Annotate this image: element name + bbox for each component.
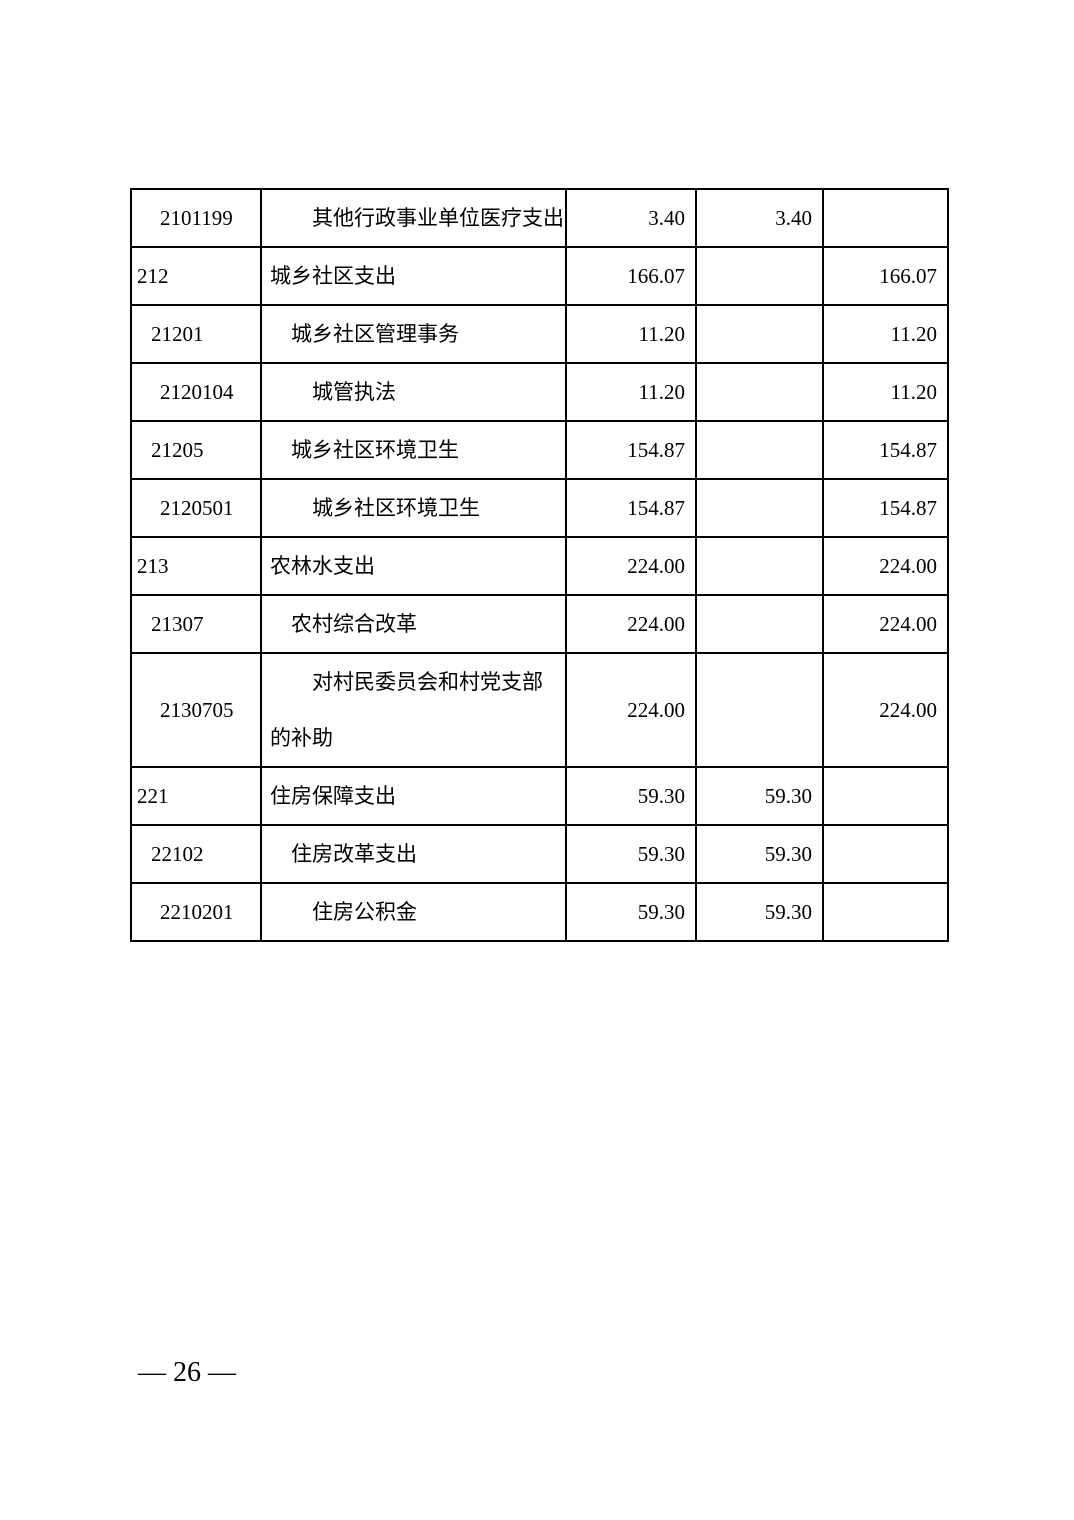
value-cell: 224.00 [565,652,697,768]
code-cell: 21307 [130,594,262,654]
table-row: 21201 城乡社区管理事务 11.20 11.20 [130,304,949,364]
name-cell: 住房保障支出 [260,766,567,826]
value-cell: 59.30 [695,882,824,942]
page-number: — 26 — [138,1357,236,1388]
name-cell: 农林水支出 [260,536,567,596]
value-cell: 11.20 [822,304,949,364]
name-cell: 城乡社区支出 [260,246,567,306]
code-cell: 2120501 [130,478,262,538]
table-row: 2130705 对村民委员会和村党支部的补助 224.00 224.00 [130,652,949,768]
table-row: 2120104 城管执法 11.20 11.20 [130,362,949,422]
value-cell [695,246,824,306]
name-cell: 住房改革支出 [260,824,567,884]
value-cell: 59.30 [695,824,824,884]
value-cell [695,362,824,422]
name-cell: 城乡社区管理事务 [260,304,567,364]
table-row: 21307 农村综合改革 224.00 224.00 [130,594,949,654]
value-cell: 3.40 [565,188,697,248]
value-cell: 166.07 [822,246,949,306]
code-cell: 21201 [130,304,262,364]
name-cell: 城乡社区环境卫生 [260,420,567,480]
value-cell: 59.30 [565,882,697,942]
code-cell: 21205 [130,420,262,480]
table-row: 22102 住房改革支出 59.30 59.30 [130,824,949,884]
table-row: 2120501 城乡社区环境卫生 154.87 154.87 [130,478,949,538]
value-cell: 59.30 [565,824,697,884]
value-cell [695,304,824,364]
code-cell: 22102 [130,824,262,884]
code-cell: 2210201 [130,882,262,942]
name-cell: 农村综合改革 [260,594,567,654]
value-cell [822,766,949,826]
value-cell: 224.00 [822,594,949,654]
budget-table: 2101199 其他行政事业单位医疗支出 3.40 3.40 212 城乡社区支出 166.… [130,188,949,942]
value-cell: 11.20 [565,362,697,422]
budget-table-body: 2101199 其他行政事业单位医疗支出 3.40 3.40 212 城乡社区支出 166.… [130,188,949,942]
value-cell [695,536,824,596]
value-cell [695,478,824,538]
table-row: 212 城乡社区支出 166.07 166.07 [130,246,949,306]
value-cell: 224.00 [565,594,697,654]
name-cell: 城乡社区环境卫生 [260,478,567,538]
code-cell: 2120104 [130,362,262,422]
value-cell: 154.87 [565,478,697,538]
value-cell: 224.00 [822,536,949,596]
value-cell: 3.40 [695,188,824,248]
name-cell: 住房公积金 [260,882,567,942]
code-cell: 221 [130,766,262,826]
code-cell: 2130705 [130,652,262,768]
code-cell: 212 [130,246,262,306]
value-cell [695,652,824,768]
name-cell: 其他行政事业单位医疗支出 [260,188,567,248]
table-row: 2210201 住房公积金 59.30 59.30 [130,882,949,942]
value-cell [822,882,949,942]
table-row: 2101199 其他行政事业单位医疗支出 3.40 3.40 [130,188,949,248]
code-cell: 213 [130,536,262,596]
value-cell [822,188,949,248]
value-cell: 154.87 [822,420,949,480]
table-row: 213 农林水支出 224.00 224.00 [130,536,949,596]
value-cell: 59.30 [565,766,697,826]
name-cell: 对村民委员会和村党支部的补助 [260,652,567,768]
value-cell: 11.20 [565,304,697,364]
value-cell [695,420,824,480]
table-row: 21205 城乡社区环境卫生 154.87 154.87 [130,420,949,480]
value-cell [695,594,824,654]
value-cell: 59.30 [695,766,824,826]
value-cell: 154.87 [565,420,697,480]
value-cell: 154.87 [822,478,949,538]
value-cell: 224.00 [822,652,949,768]
name-cell: 城管执法 [260,362,567,422]
value-cell [822,824,949,884]
table-row: 221 住房保障支出 59.30 59.30 [130,766,949,826]
value-cell: 224.00 [565,536,697,596]
code-cell: 2101199 [130,188,262,248]
value-cell: 166.07 [565,246,697,306]
value-cell: 11.20 [822,362,949,422]
